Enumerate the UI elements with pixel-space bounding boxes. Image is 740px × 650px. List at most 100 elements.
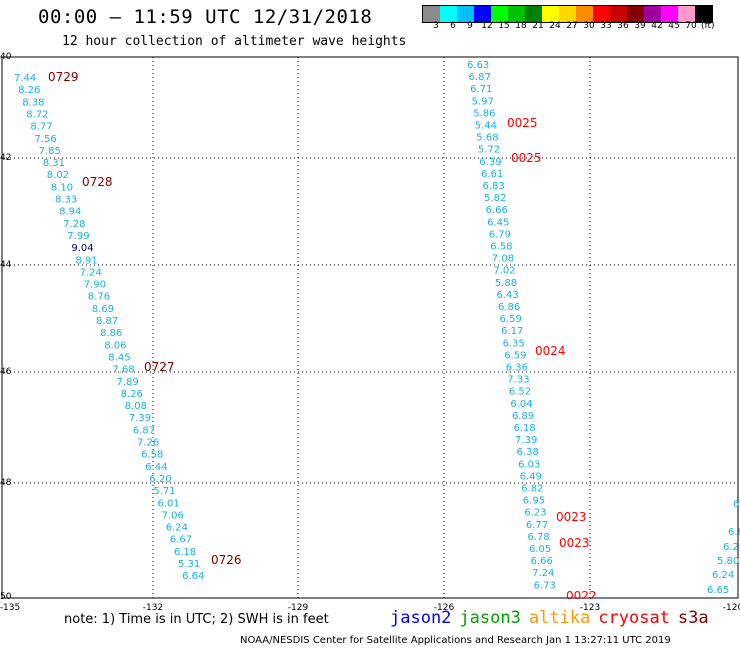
track-west: 7.448.268.388.728.777.567.858.318.028.10… xyxy=(14,70,242,582)
wave-height-value: 8.69 xyxy=(92,304,114,315)
latitude-label: 48 xyxy=(0,478,12,488)
wave-height-value: 6.67 xyxy=(170,535,192,546)
wave-height-value: 5.80 xyxy=(717,556,739,567)
wave-height-value: 6.79 xyxy=(489,229,511,240)
wave-height-value: 8.10 xyxy=(51,182,73,193)
wave-height-value: 6.59 xyxy=(500,314,522,325)
longitude-label: -123 xyxy=(579,603,601,613)
color-swatch xyxy=(644,6,661,22)
wave-height-value: 6.18 xyxy=(174,547,196,558)
longitude-label: -132 xyxy=(142,603,164,613)
color-swatch xyxy=(678,6,695,22)
color-scale-label: 12 xyxy=(481,21,493,31)
wave-height-value: 5.71 xyxy=(153,486,175,497)
color-scale-label: 70 xyxy=(685,21,697,31)
wave-height-value: 6.59 xyxy=(504,350,526,361)
wave-height-value: 6.89 xyxy=(512,411,534,422)
wave-height-value: 7.90 xyxy=(84,280,106,291)
wave-height-value: 7.24 xyxy=(532,568,554,579)
color-scale-label: 24 xyxy=(549,21,561,31)
color-scale-label: 42 xyxy=(651,21,663,31)
color-swatch xyxy=(474,6,491,22)
wave-height-value: 6 xyxy=(733,499,739,510)
wave-height-value: 8.38 xyxy=(22,97,44,108)
color-swatch xyxy=(440,6,457,22)
wave-height-value: 5.68 xyxy=(476,133,498,144)
wave-height-value: 5.72 xyxy=(478,145,500,156)
wave-height-value: 8.77 xyxy=(30,122,52,133)
pass-time-label: 0024 xyxy=(535,344,566,358)
wave-height-value: 8.45 xyxy=(108,352,130,363)
color-scale-label: 3 xyxy=(433,21,439,31)
wave-height-value: 6.52 xyxy=(509,387,531,398)
color-swatch xyxy=(508,6,525,22)
satellite-legend: jason2 jason3 altika cryosat s3a xyxy=(390,608,717,628)
wave-height-value: 6.64 xyxy=(182,571,204,582)
wave-height-value: 8.76 xyxy=(88,292,110,303)
wave-height-value: 6.17 xyxy=(501,326,523,337)
latitude-label: 46 xyxy=(0,367,12,377)
wave-height-value: 6.49 xyxy=(520,471,542,482)
color-scale-unit: (ft) xyxy=(701,21,715,31)
color-scale-label: 18 xyxy=(515,21,527,31)
wave-height-value: 8.06 xyxy=(104,340,126,351)
color-scale-label: 30 xyxy=(583,21,595,31)
wave-height-value: 6.63 xyxy=(467,60,489,71)
color-swatch xyxy=(695,6,712,22)
pass-time-label: 0729 xyxy=(48,70,79,84)
wave-height-value: 6.44 xyxy=(145,462,167,473)
color-scale-bar xyxy=(422,5,713,23)
map-frame xyxy=(1,56,739,599)
latitude-label: 44 xyxy=(0,260,12,270)
color-swatch xyxy=(423,6,440,22)
wave-height-value: 7.68 xyxy=(112,365,134,376)
wave-height-value: 8.08 xyxy=(125,401,147,412)
satellite-legend-item: s3a xyxy=(677,608,709,628)
color-swatch xyxy=(610,6,627,22)
wave-height-value: 6.83 xyxy=(483,181,505,192)
latitude-label: 40 xyxy=(0,52,12,62)
pass-time-label: 0023 xyxy=(556,510,587,524)
color-swatch xyxy=(627,6,644,22)
wave-height-value: 6.58 xyxy=(490,242,512,253)
color-swatch xyxy=(593,6,610,22)
wave-height-value: 8.94 xyxy=(59,207,81,218)
wave-height-value: 6.18 xyxy=(514,423,536,434)
wave-height-value: 6.87 xyxy=(133,425,155,436)
color-scale-label: 27 xyxy=(566,21,578,31)
latitude-label: 50 xyxy=(0,592,12,602)
color-swatch xyxy=(576,6,593,22)
wave-height-value: 8.26 xyxy=(18,85,40,96)
pass-time-label: 0727 xyxy=(144,360,175,374)
wave-height-value: 6.87 xyxy=(469,72,491,83)
pass-time-label: 0022 xyxy=(566,589,597,599)
wave-height-value: 6.24 xyxy=(166,523,188,534)
wave-height-value: 7.24 xyxy=(80,267,102,278)
wave-height-value: 9.04 xyxy=(71,243,93,254)
wave-height-value: 7.26 xyxy=(137,438,159,449)
longitude-label: -126 xyxy=(433,603,455,613)
wave-height-value: 7.44 xyxy=(14,73,36,84)
color-swatch xyxy=(661,6,678,22)
color-scale-label: 9 xyxy=(467,21,473,31)
wave-height-value: 5.82 xyxy=(484,193,506,204)
pass-time-label: 0728 xyxy=(82,175,113,189)
color-scale-label: 39 xyxy=(634,21,646,31)
wave-height-value: 6.71 xyxy=(470,84,492,95)
wave-height-value: 6.36 xyxy=(506,363,528,374)
color-scale-label: 6 xyxy=(450,21,456,31)
latitude-label: 42 xyxy=(0,153,12,163)
wave-height-value: 6.86 xyxy=(498,302,520,313)
wave-height-value: 6.03 xyxy=(518,459,540,470)
wave-height-value: 6.8 xyxy=(728,527,740,538)
wave-height-value: 6.20 xyxy=(149,474,171,485)
wave-height-value: 6.82 xyxy=(521,484,543,495)
wave-height-value: 5.88 xyxy=(495,278,517,289)
wave-height-value: 8.33 xyxy=(55,195,77,206)
wave-height-value: 6.65 xyxy=(707,585,729,596)
wave-height-value: 6.39 xyxy=(479,157,501,168)
wave-height-value: 5.31 xyxy=(178,559,200,570)
wave-height-value: 8.31 xyxy=(43,158,65,169)
color-swatch xyxy=(525,6,542,22)
wave-height-value: 7.85 xyxy=(39,146,61,157)
